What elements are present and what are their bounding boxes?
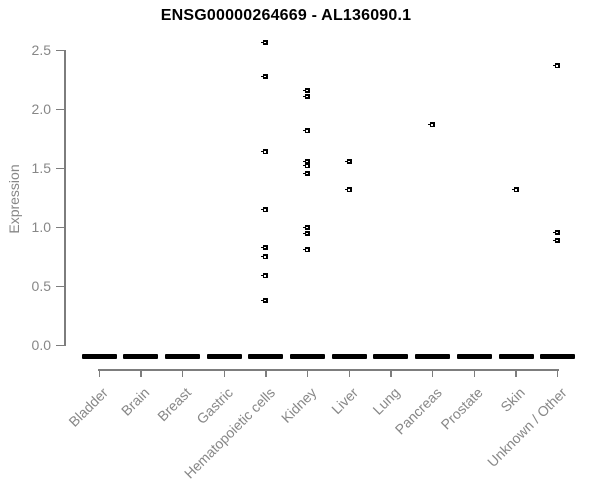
- x-axis-line: [98, 369, 559, 371]
- data-point: [428, 122, 436, 128]
- data-point: [553, 229, 561, 235]
- zero-dash: [290, 353, 326, 359]
- data-point: [303, 230, 311, 236]
- zero-dash: [123, 353, 159, 359]
- data-point: [303, 224, 311, 230]
- y-tick-label: 2.5: [31, 42, 51, 59]
- y-tick-label: 1.5: [31, 160, 51, 177]
- x-tick-mark: [181, 369, 184, 377]
- zero-dash: [540, 353, 576, 359]
- data-point: [261, 207, 269, 213]
- x-tick-mark: [306, 369, 309, 377]
- x-tick-label: Breast: [154, 384, 195, 425]
- x-tick-mark: [431, 369, 434, 377]
- data-point: [303, 93, 311, 99]
- x-tick-mark: [223, 369, 226, 377]
- x-tick-mark: [140, 369, 142, 377]
- x-tick-mark: [98, 369, 101, 377]
- x-tick-mark: [556, 369, 559, 377]
- data-point: [303, 87, 311, 93]
- data-point: [261, 39, 269, 45]
- data-point: [261, 273, 269, 279]
- x-tick-label: Prostate: [437, 384, 487, 433]
- y-tick-mark: [56, 344, 65, 347]
- data-point: [261, 254, 269, 260]
- data-point: [261, 244, 269, 250]
- x-tick-label: Brain: [118, 384, 153, 419]
- zero-dash: [248, 353, 284, 359]
- data-point: [511, 187, 519, 193]
- y-axis-line: [64, 50, 66, 347]
- y-tick-mark: [56, 226, 65, 229]
- zero-dash: [81, 353, 117, 359]
- x-tick-mark: [515, 369, 517, 377]
- y-tick-label: 0.0: [31, 337, 51, 354]
- data-point: [303, 158, 311, 164]
- data-point: [261, 297, 269, 303]
- data-point: [261, 149, 269, 155]
- zero-dash: [373, 353, 409, 359]
- chart-title: ENSG00000264669 - AL136090.1: [160, 7, 412, 24]
- y-tick-mark: [56, 285, 65, 288]
- x-tick-label: Bladder: [65, 384, 111, 430]
- data-point: [344, 158, 352, 164]
- y-tick-mark: [56, 108, 65, 111]
- x-tick-label: Lung: [369, 384, 403, 418]
- data-point: [303, 170, 311, 176]
- y-tick-label: 2.0: [31, 101, 51, 118]
- data-point: [303, 163, 311, 169]
- data-point: [553, 237, 561, 243]
- x-tick-label: Skin: [497, 384, 528, 415]
- x-tick-mark: [390, 369, 392, 377]
- y-tick-mark: [56, 49, 65, 52]
- x-tick-mark: [265, 369, 267, 377]
- y-tick-label: 1.0: [31, 219, 51, 236]
- zero-dash: [331, 353, 367, 359]
- data-point: [261, 73, 269, 79]
- x-tick-label: Liver: [328, 384, 361, 418]
- data-point: [303, 128, 311, 134]
- y-axis-title: Expression: [6, 164, 22, 234]
- data-point: [344, 187, 352, 193]
- zero-dash: [498, 353, 534, 359]
- y-tick-label: 0.5: [31, 278, 51, 295]
- data-point: [303, 247, 311, 253]
- y-tick-mark: [56, 167, 65, 170]
- x-tick-mark: [348, 369, 351, 377]
- x-tick-mark: [473, 369, 476, 377]
- zero-dash: [415, 353, 451, 359]
- zero-dash: [456, 353, 492, 359]
- x-tick-label: Unknown / Other: [483, 384, 570, 470]
- data-point: [553, 63, 561, 69]
- zero-dash: [165, 353, 201, 359]
- x-tick-label: Kidney: [277, 384, 320, 426]
- zero-dash: [206, 353, 242, 359]
